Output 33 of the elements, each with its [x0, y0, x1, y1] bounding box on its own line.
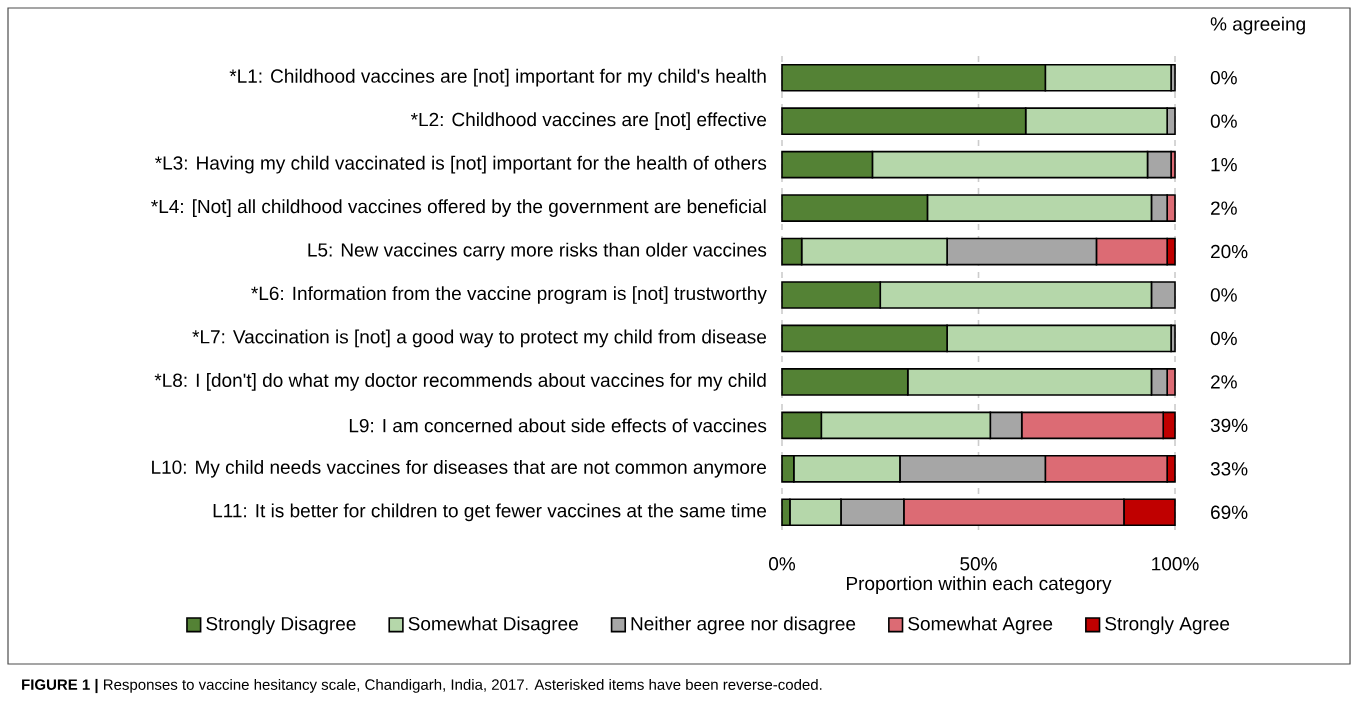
legend-label: Strongly Agree — [1105, 616, 1230, 635]
y-tick-label: L10: My child needs vaccines for diseases that are not common anymore — [152, 459, 766, 478]
y-tick-label: *L1: Childhood vaccines are [not] important for my child's health — [229, 68, 766, 87]
y-tick-label: *L6: Information from the vaccine program is [not] trustworthy — [251, 286, 767, 304]
text: 1% — [1211, 158, 1237, 172]
text: 39% — [1210, 418, 1248, 433]
x-tick-label: 50% — [960, 557, 997, 571]
text: 0% — [1210, 114, 1237, 128]
text: 0% — [1210, 71, 1237, 85]
x-tick-label: 0% — [769, 557, 796, 571]
y-tick-label: L5: New vaccines carry more risks than older vaccines — [308, 242, 767, 261]
text: 20% — [1211, 244, 1248, 259]
text: FIGURE 1 | Responses to vaccine hesitancy scale, Chandigarh, India, 2017. Asterisked items have been reverse-coded. — [22, 678, 822, 694]
text: 0% — [1210, 331, 1237, 346]
text: 0% — [1210, 288, 1237, 302]
x-tick-label: 100% — [1152, 557, 1199, 571]
y-tick-label: L9: I am concerned about side effects of vaccines — [349, 418, 767, 433]
text: 69% — [1211, 505, 1248, 520]
x-axis-title: Proportion within each category — [847, 576, 1112, 594]
y-tick-label: *L4: [Not] all childhood vaccines offered by the government are beneficial — [151, 199, 766, 217]
y-tick-label: *L8: I [don't] do what my doctor recommends about vaccines for my child — [154, 373, 766, 391]
text: % agreeing — [1210, 16, 1305, 35]
y-tick-label: *L7: Vaccination is [not] a good way to protect my child from disease — [192, 329, 767, 348]
y-tick-label: *L2: Childhood vaccines are [not] effective — [410, 112, 767, 131]
text: 2% — [1211, 375, 1237, 389]
legend-label: Somewhat Agree — [908, 616, 1053, 635]
text: 33% — [1210, 462, 1248, 476]
legend-label: Neither agree nor disagree — [631, 616, 856, 635]
legend-label: Somewhat Disagree — [408, 616, 578, 635]
legend-label: Strongly Disagree — [206, 616, 356, 635]
text: 2% — [1211, 201, 1237, 215]
y-tick-label: *L3: Having my child vaccinated is [not] important for the health of others — [155, 155, 767, 174]
y-tick-label: L11: It is better for children to get fewer vaccines at the same time — [213, 503, 767, 522]
